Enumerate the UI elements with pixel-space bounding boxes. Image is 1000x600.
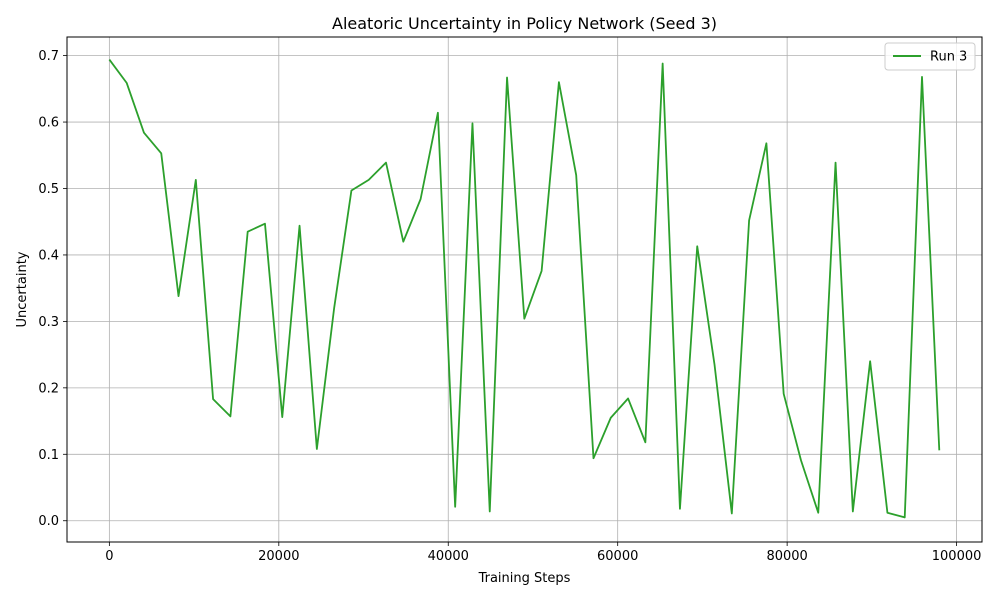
legend-label: Run 3: [930, 50, 967, 65]
legend-box: [884, 42, 976, 71]
x-axis-label: Training Steps: [478, 571, 571, 586]
grid: [67, 37, 982, 542]
series-layer: [108, 59, 941, 519]
x-tick-label: 0: [105, 549, 113, 564]
x-tick-label: 60000: [597, 549, 638, 564]
y-tick-label: 0.6: [38, 116, 59, 131]
x-tick-label: 100000: [932, 549, 982, 564]
y-tick-label: 0.1: [38, 448, 59, 463]
x-axis: 0 20000 40000 60000 80000 100000: [105, 542, 981, 564]
x-tick-label: 40000: [428, 549, 469, 564]
y-tick-label: 0.4: [38, 248, 59, 263]
series-line-run-3: [108, 59, 941, 519]
y-tick-label: 0.5: [38, 182, 59, 197]
legend: Run 3: [884, 42, 976, 71]
y-tick-label: 0.2: [38, 381, 59, 396]
y-tick-label: 0.7: [38, 49, 59, 64]
chart-title: Aleatoric Uncertainty in Policy Network …: [332, 14, 717, 33]
y-tick-label: 0.3: [38, 315, 59, 330]
x-tick-label: 20000: [258, 549, 299, 564]
x-tick-label: 80000: [766, 549, 807, 564]
plot-frame: [66, 36, 983, 543]
y-axis-label: Uncertainty: [15, 251, 30, 327]
y-axis: 0.0 0.1 0.2 0.3 0.4 0.5 0.6 0.7: [38, 49, 67, 529]
y-tick-label: 0.0: [38, 514, 59, 529]
